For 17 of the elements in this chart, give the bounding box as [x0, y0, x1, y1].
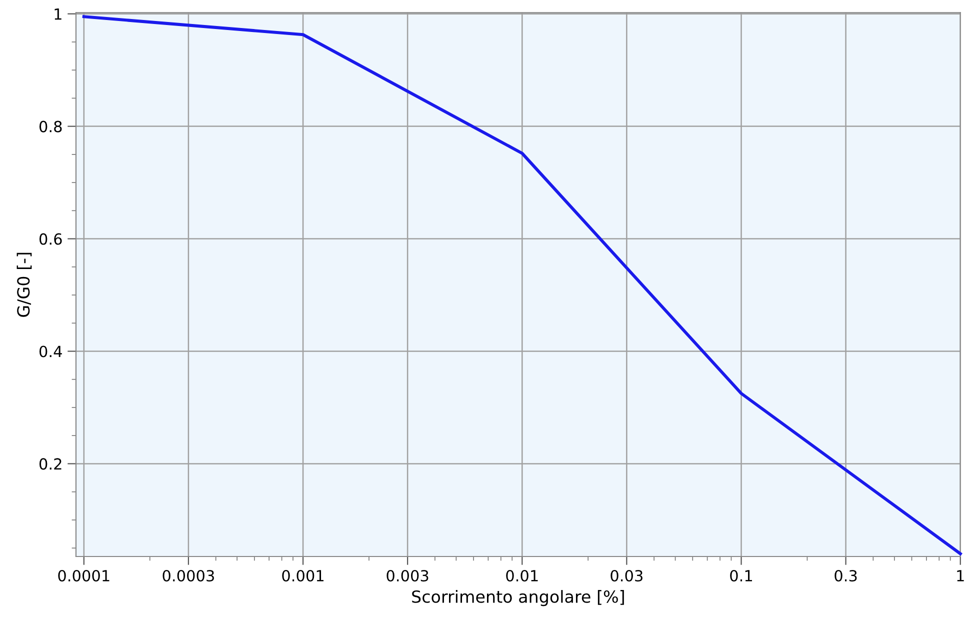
x-tick-label: 0.01 — [506, 570, 538, 582]
x-tick-label: 0.0001 — [58, 570, 110, 582]
x-tick-label: 0.003 — [386, 570, 428, 582]
y-tick-label: 0.4 — [39, 346, 62, 358]
x-tick-label: 0.03 — [610, 570, 642, 582]
y-tick-label: 0.8 — [39, 120, 62, 132]
y-tick-label: 0.2 — [39, 458, 62, 470]
x-tick-label: 0.0003 — [162, 570, 214, 582]
x-tick-label: 0.1 — [730, 570, 752, 582]
x-axis-title: Scorrimento angolare [%] — [412, 590, 624, 606]
x-tick-label: 1 — [957, 570, 964, 582]
y-axis-title: G/G0 [-] — [16, 252, 32, 317]
y-tick-label: 1 — [54, 8, 62, 20]
line-series — [82, 15, 962, 556]
x-tick-label: 0.3 — [834, 570, 857, 582]
y-tick-label: 0.6 — [39, 233, 62, 245]
x-tick-label: 0.001 — [282, 570, 324, 582]
